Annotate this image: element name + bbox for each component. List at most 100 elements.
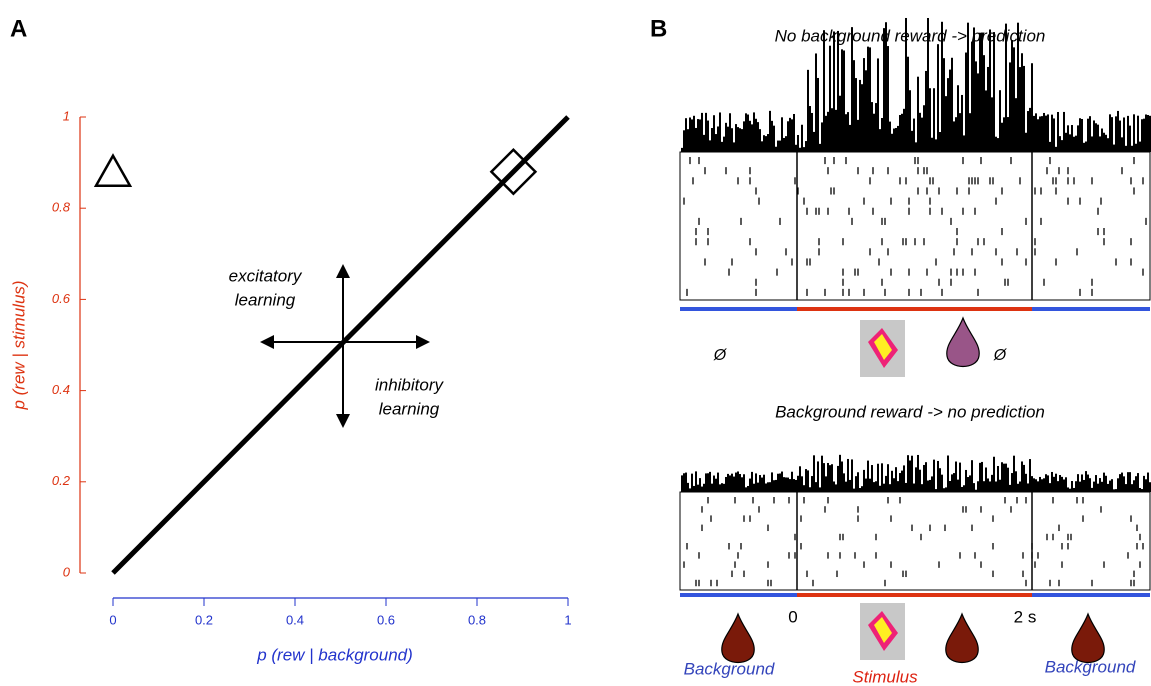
histogram-bar [1149,115,1151,152]
marker [489,147,538,196]
epoch-label: Background [684,659,775,678]
histogram-bar [693,485,695,492]
histogram-bar [1101,128,1103,152]
histogram-bar [869,47,871,152]
histogram-bar [691,119,693,152]
histogram-bar [1067,125,1069,152]
histogram-bar [1011,40,1013,152]
histogram-bar [855,476,857,492]
histogram-bar [1117,110,1119,152]
arrow-head [336,264,350,278]
histogram-bar [729,113,731,152]
epoch-bar [797,307,1032,311]
histogram-bar [887,46,889,152]
histogram-bar [1023,464,1025,492]
histogram-bar [853,488,855,492]
histogram-bar [933,88,935,152]
x-tick-label: 1 [564,612,571,627]
histogram-bar [921,117,923,152]
histogram-bar [745,487,747,492]
histogram-bar [793,479,795,492]
histogram-bar [929,88,931,152]
histogram-bar [971,460,973,492]
histogram-bar [1019,67,1021,152]
histogram-bar [785,136,787,152]
histogram-bar [1099,136,1101,152]
histogram-bar [755,118,757,152]
histogram-bar [987,478,989,492]
histogram-bar [755,473,757,492]
histogram-bar [845,114,847,152]
histogram-bar [989,29,991,153]
histogram-bar [1027,483,1029,492]
histogram-bar [841,461,843,492]
histogram-bar [753,112,755,152]
histogram-bar [1077,125,1079,152]
histogram-bar [925,70,927,152]
arrow-head [416,335,430,349]
histogram-bar [763,135,765,152]
histogram-bar [949,480,951,492]
histogram-bar [1027,111,1029,152]
histogram-bar [723,136,725,152]
histogram-bar [693,115,695,152]
histogram-bar [1079,118,1081,152]
histogram-bar [945,96,947,152]
histogram-bar [1029,107,1031,152]
histogram-bar [1103,472,1105,492]
histogram-bar [877,58,879,152]
histogram-bar [1037,481,1039,492]
histogram-bar [715,134,717,152]
histogram-bar [1085,471,1087,492]
histogram-bar [1131,145,1133,152]
histogram-bar [701,112,703,152]
histogram-bar [1079,481,1081,492]
histogram-bar [765,136,767,152]
histogram-bar [743,474,745,492]
histogram-bar [1087,118,1089,152]
histogram-bar [719,112,721,152]
raster-frame [679,151,1151,301]
histogram-bar [955,461,957,492]
histogram-bar [1145,479,1147,492]
histogram-bar [827,111,829,152]
histogram-bar [867,46,869,152]
histogram-bar [953,473,955,492]
time-label: 2 s [1014,607,1037,626]
histogram-bar [855,78,857,152]
histogram-bar [901,470,903,492]
histogram-bar [781,471,783,492]
histogram-bar [723,483,725,492]
histogram-bar [737,127,739,152]
histogram-bar [907,455,909,492]
histogram-bar [797,134,799,152]
histogram-bar [809,487,811,492]
histogram-bar [873,113,875,152]
histogram-bar [897,125,899,152]
histogram-bar [801,476,803,492]
histogram-bar [1111,117,1113,152]
histogram-bar [895,467,897,492]
histogram-bar [1031,63,1033,152]
histogram-bar [685,472,687,492]
histogram-bar [729,475,731,492]
histogram-bar [993,456,995,492]
histogram-bar [1015,471,1017,492]
panel-label: B [650,15,667,42]
histogram-bar [809,106,811,152]
histogram-bar [821,455,823,492]
y-tick-label: 0.4 [52,382,70,397]
histogram-bar [971,41,973,152]
histogram-bar [867,460,869,492]
histogram-bar [885,22,887,152]
histogram-bar [889,484,891,492]
histogram-bar [733,476,735,492]
histogram-bar [743,121,745,152]
histogram-bar [1141,489,1143,492]
histogram-bar [709,140,711,152]
marker [93,153,133,187]
histogram-bar [963,135,965,152]
histogram-bar [991,474,993,492]
histogram-bar [999,90,1001,152]
histogram-bar [831,464,833,492]
